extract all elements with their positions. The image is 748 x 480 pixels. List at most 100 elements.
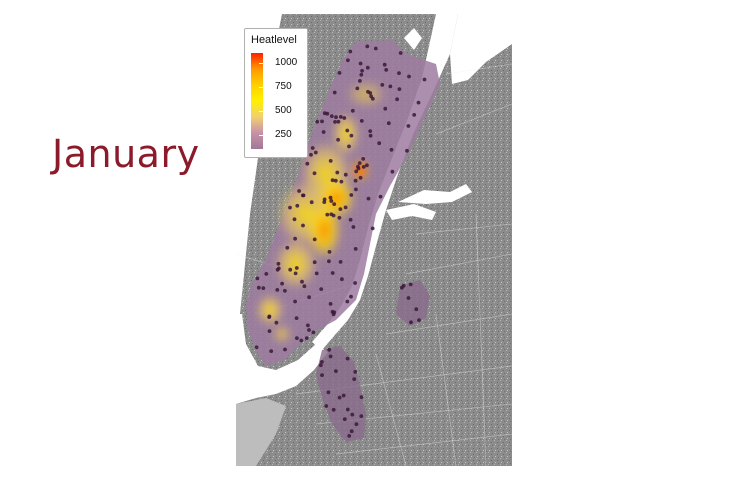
station-dot — [321, 130, 326, 134]
station-dot — [378, 194, 383, 199]
station-dot — [322, 197, 327, 202]
station-dot — [336, 119, 341, 124]
station-dot — [358, 61, 363, 66]
station-dot — [325, 111, 330, 116]
station-dot — [275, 288, 280, 292]
station-dot — [360, 68, 364, 73]
station-dot — [352, 377, 357, 381]
station-dot — [331, 407, 336, 412]
station-dot — [354, 422, 359, 427]
station-dot — [337, 71, 342, 75]
station-dot — [345, 128, 350, 133]
station-dot — [280, 281, 284, 286]
station-dot — [350, 108, 355, 113]
station-dot — [384, 68, 389, 72]
station-dot — [417, 318, 421, 322]
station-dot — [299, 338, 304, 343]
station-dot — [327, 259, 331, 264]
station-dot — [307, 328, 311, 332]
station-dot — [333, 120, 337, 124]
station-dot — [355, 86, 360, 91]
station-dot — [338, 260, 343, 264]
station-dot — [380, 83, 385, 87]
queens-heat-zone — [396, 280, 430, 326]
station-dot — [283, 347, 287, 352]
station-dot — [354, 169, 359, 174]
station-dot — [368, 129, 373, 133]
station-dot — [312, 237, 317, 242]
station-dot — [353, 370, 358, 374]
station-dot — [349, 133, 354, 138]
station-dot — [416, 100, 421, 105]
station-markers — [254, 44, 427, 438]
station-dot — [408, 282, 413, 287]
station-dot — [329, 212, 334, 217]
station-dot — [366, 89, 370, 94]
station-dot — [301, 223, 305, 228]
station-dot — [312, 260, 317, 265]
station-dot — [328, 302, 333, 306]
station-dot — [356, 164, 360, 169]
station-dot — [276, 266, 281, 271]
station-dot — [390, 169, 395, 174]
station-dot — [255, 276, 260, 281]
station-dot — [332, 202, 337, 207]
station-dot — [409, 320, 413, 325]
station-dot — [354, 187, 358, 192]
heat-overlay — [246, 40, 440, 442]
legend-tick-label: 250 — [275, 128, 292, 140]
legend-tick — [259, 134, 263, 136]
station-dot — [311, 330, 316, 335]
station-dot — [407, 74, 411, 79]
station-dot — [285, 245, 290, 250]
station-dot — [276, 261, 281, 266]
station-dot — [395, 97, 399, 102]
legend-title: Heatlevel — [251, 34, 297, 46]
station-dot — [312, 171, 317, 176]
station-dot — [359, 119, 364, 123]
station-dot — [302, 284, 307, 289]
station-dot — [382, 62, 387, 67]
station-dot — [294, 316, 299, 320]
station-dot — [293, 271, 298, 276]
station-dot — [406, 296, 411, 300]
station-dot — [377, 141, 382, 146]
station-dot — [366, 196, 371, 201]
station-dot — [261, 286, 266, 290]
station-dot — [365, 44, 370, 49]
station-dot — [347, 144, 351, 149]
station-dot — [267, 329, 272, 333]
station-dot — [337, 215, 342, 220]
station-dot — [328, 159, 333, 163]
station-dot — [345, 299, 350, 304]
station-dot — [318, 363, 323, 368]
station-dot — [361, 165, 366, 169]
station-dot — [254, 345, 259, 350]
station-dot — [306, 323, 310, 328]
station-dot — [329, 199, 334, 203]
station-dot — [348, 217, 353, 222]
station-dot — [274, 320, 279, 325]
brooklyn-heat-zone — [316, 346, 366, 442]
station-dot — [319, 287, 324, 291]
station-dot — [358, 175, 363, 180]
station-dot — [422, 77, 427, 82]
station-dot — [386, 121, 391, 126]
station-dot — [264, 272, 269, 276]
heatlevel-legend: Heatlevel 1000 750 500 250 — [244, 28, 308, 158]
station-dot — [359, 395, 364, 399]
station-dot — [267, 315, 271, 319]
station-dot — [353, 281, 357, 285]
station-dot — [328, 354, 333, 359]
legend-tick-label: 500 — [275, 104, 292, 116]
station-dot — [314, 271, 319, 276]
station-dot — [301, 193, 305, 198]
station-dot — [297, 189, 301, 193]
station-dot — [330, 178, 335, 183]
station-dot — [320, 373, 324, 377]
station-dot — [342, 116, 347, 120]
station-dot — [330, 271, 335, 275]
station-dot — [368, 133, 373, 138]
station-dot — [293, 299, 297, 304]
station-dot — [324, 404, 329, 408]
